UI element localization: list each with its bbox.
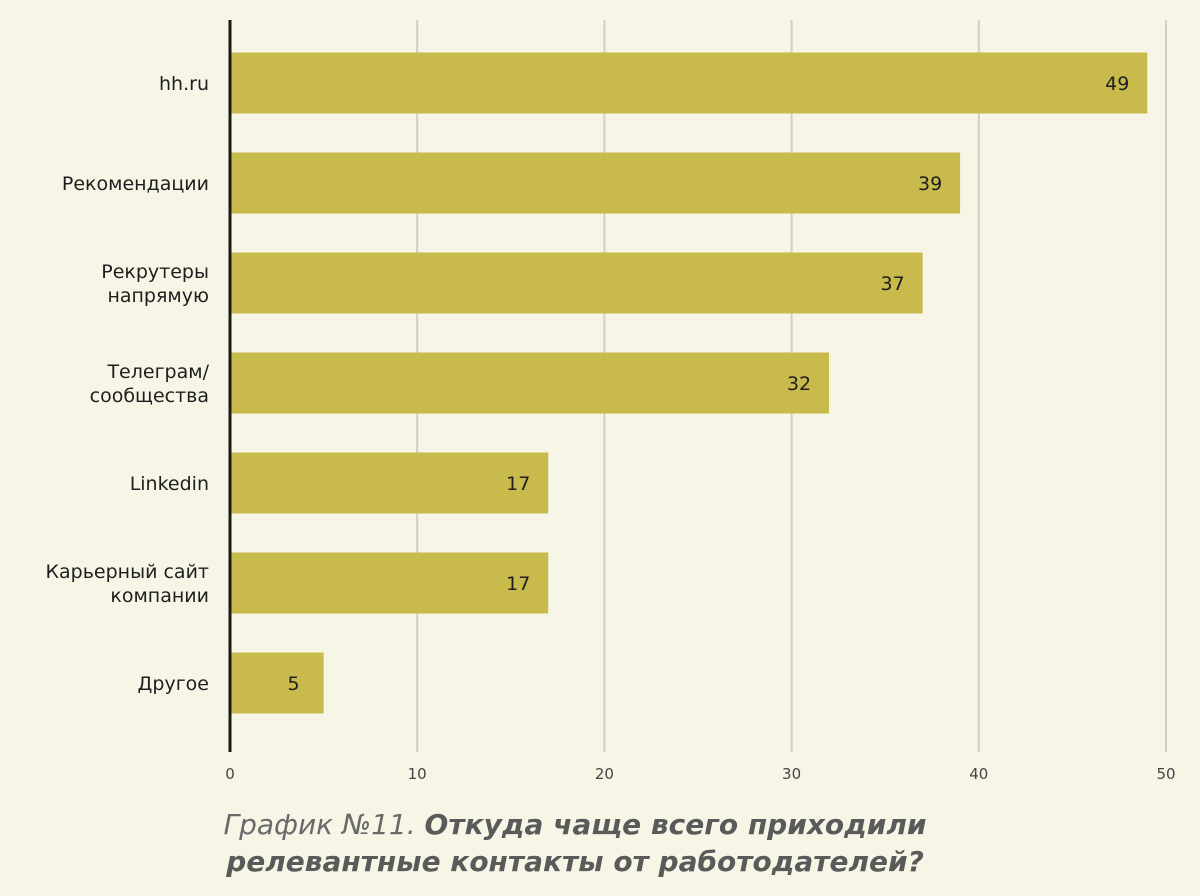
x-tick-label: 0 <box>225 765 235 783</box>
bar <box>230 152 961 214</box>
chart-caption: График №11. Откуда чаще всего приходили … <box>0 806 1150 880</box>
x-tick-label: 40 <box>969 765 988 783</box>
value-label: 5 <box>288 673 300 695</box>
bar <box>230 652 324 714</box>
value-label: 37 <box>881 273 905 295</box>
caption-question-part-2: релевантные контакты от работодателей? <box>226 845 924 878</box>
caption-lead: График №11. <box>223 808 416 841</box>
value-label: 49 <box>1105 73 1129 95</box>
bar <box>230 52 1148 114</box>
value-label: 32 <box>787 373 811 395</box>
caption-line-2: релевантные контакты от работодателей? <box>0 843 1150 880</box>
category-label: Телеграм/ <box>106 361 209 383</box>
x-tick-label: 20 <box>595 765 614 783</box>
value-label: 17 <box>506 573 530 595</box>
category-label: Linkedin <box>130 473 209 495</box>
value-label: 17 <box>506 473 530 495</box>
category-label: Рекомендации <box>62 173 209 195</box>
x-tick-label: 30 <box>782 765 801 783</box>
caption-question-part-1: Откуда чаще всего приходили <box>424 808 927 841</box>
caption-line-1: График №11. Откуда чаще всего приходили <box>0 806 1150 843</box>
category-label: напрямую <box>107 285 209 307</box>
bar <box>230 552 549 614</box>
category-label: компании <box>110 585 209 607</box>
bar <box>230 252 923 314</box>
value-label: 39 <box>918 173 942 195</box>
category-label: Рекрутеры <box>101 261 209 283</box>
category-label: Карьерный сайт <box>46 561 209 583</box>
x-tick-label: 50 <box>1156 765 1175 783</box>
x-tick-label: 10 <box>408 765 427 783</box>
category-label: Другое <box>138 673 209 695</box>
category-label: сообщества <box>90 385 209 407</box>
bar-chart: 49 hh.ru 39 Рекомендации 37 Рекрутерынапрямую… <box>46 20 1176 783</box>
bar <box>230 352 830 414</box>
bar <box>230 452 549 514</box>
category-label: hh.ru <box>159 73 209 95</box>
